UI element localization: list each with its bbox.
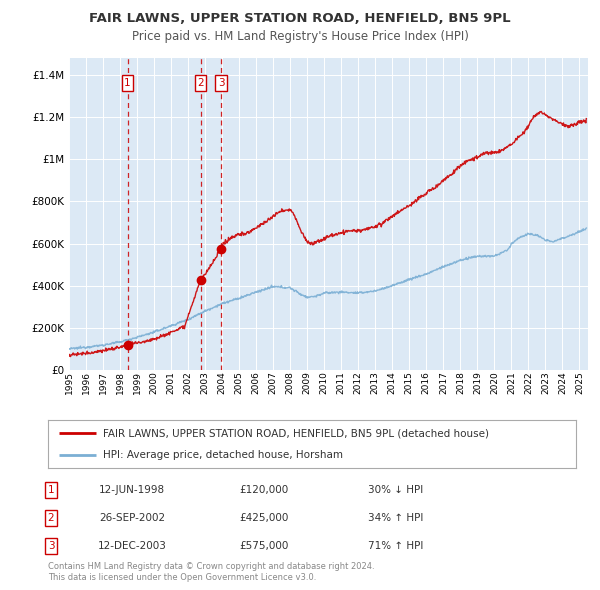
Text: 3: 3	[47, 541, 55, 551]
Text: 1: 1	[124, 78, 131, 88]
Text: FAIR LAWNS, UPPER STATION ROAD, HENFIELD, BN5 9PL: FAIR LAWNS, UPPER STATION ROAD, HENFIELD…	[89, 12, 511, 25]
Text: 34% ↑ HPI: 34% ↑ HPI	[368, 513, 424, 523]
Text: 71% ↑ HPI: 71% ↑ HPI	[368, 541, 424, 551]
Text: 30% ↓ HPI: 30% ↓ HPI	[368, 485, 424, 495]
Text: FAIR LAWNS, UPPER STATION ROAD, HENFIELD, BN5 9PL (detached house): FAIR LAWNS, UPPER STATION ROAD, HENFIELD…	[103, 428, 490, 438]
Text: 12-DEC-2003: 12-DEC-2003	[98, 541, 166, 551]
Text: Price paid vs. HM Land Registry's House Price Index (HPI): Price paid vs. HM Land Registry's House …	[131, 30, 469, 43]
Text: £120,000: £120,000	[239, 485, 289, 495]
Text: £575,000: £575,000	[239, 541, 289, 551]
Text: £425,000: £425,000	[239, 513, 289, 523]
Text: Contains HM Land Registry data © Crown copyright and database right 2024.
This d: Contains HM Land Registry data © Crown c…	[48, 562, 374, 582]
Text: 26-SEP-2002: 26-SEP-2002	[99, 513, 165, 523]
Text: HPI: Average price, detached house, Horsham: HPI: Average price, detached house, Hors…	[103, 450, 343, 460]
Text: 3: 3	[218, 78, 224, 88]
Text: 12-JUN-1998: 12-JUN-1998	[99, 485, 165, 495]
Text: 2: 2	[47, 513, 55, 523]
Text: 1: 1	[47, 485, 55, 495]
Text: 2: 2	[197, 78, 204, 88]
